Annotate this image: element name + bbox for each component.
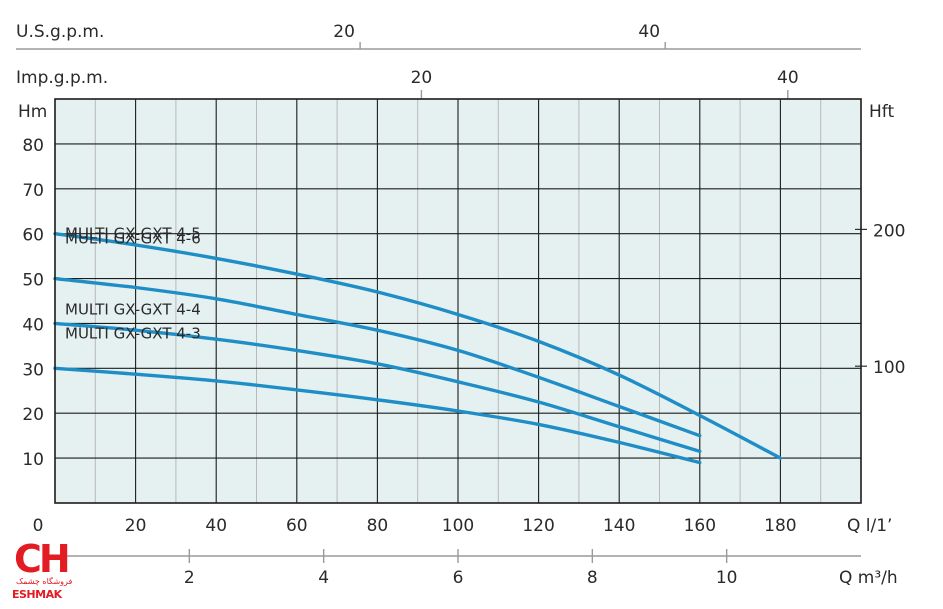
left-y-ticks: 10 20 30 40 50 60 70 80 <box>22 136 44 470</box>
x-tick-label: 60 <box>286 516 308 536</box>
y-tick-label: 60 <box>22 226 44 246</box>
y-axis-label-right: Hft <box>869 102 894 122</box>
impgpm-axis-label: Imp.g.p.m. <box>16 68 108 88</box>
series-label-3: MULTI GX-GXT 4-4 <box>65 300 201 318</box>
series-label-1: MULTI GX-GXT 4-6 <box>65 230 201 248</box>
x-tick-label: 40 <box>205 516 227 536</box>
plot-frame <box>54 98 862 504</box>
y-tick-label: 50 <box>22 271 44 291</box>
hft-tick-label: 200 <box>873 221 905 241</box>
brand-logo: CH فروشگاه چشمک ESHMAK <box>12 540 72 604</box>
logo-persian-text: فروشگاه چشمک <box>16 577 73 586</box>
series-label-2: MULTI GX-GXT 4-5 <box>65 225 201 243</box>
y-axis-label-left: Hm <box>18 102 47 122</box>
x-tick-label: 180 <box>764 516 796 536</box>
series-line-4 <box>53 366 702 465</box>
m3h-tick-label: 8 <box>587 568 598 588</box>
x-tick-label: 0 <box>33 516 44 536</box>
y-tick-label: 80 <box>22 136 44 156</box>
m3h-tick-label: 6 <box>453 568 464 588</box>
curves <box>53 232 783 465</box>
usgpm-tick-label: 40 <box>638 22 660 42</box>
logo-mark: CH <box>14 537 71 581</box>
x-axis-label-lmin: Q l/1’ <box>847 516 892 536</box>
usgpm-axis-label: U.S.g.p.m. <box>16 22 104 42</box>
x-axis-label-m3h: Q m³/h <box>839 568 898 588</box>
x-tick-label: 100 <box>442 516 474 536</box>
right-y-ticks: 100 200 <box>855 221 905 378</box>
bottom-axes: 0 20 40 60 80 100 120 140 160 180 Q l/1’ 2 4 6 8 10 Q m³… <box>33 516 898 588</box>
series-line-2 <box>53 276 702 438</box>
y-tick-label: 70 <box>22 181 44 201</box>
m3h-tick-label: 2 <box>184 568 195 588</box>
x-tick-label: 80 <box>367 516 389 536</box>
m3h-tick-label: 10 <box>716 568 738 588</box>
series-line-3 <box>53 321 702 454</box>
usgpm-tick-label: 20 <box>333 22 355 42</box>
y-tick-label: 10 <box>22 450 44 470</box>
y-tick-label: 20 <box>22 405 44 425</box>
x-tick-label: 120 <box>522 516 554 536</box>
series-line-1 <box>53 232 783 460</box>
grid <box>55 99 861 503</box>
logo-latin-text: ESHMAK <box>12 588 62 601</box>
top-axes: U.S.g.p.m. 20 40 Imp.g.p.m. 20 40 <box>16 22 861 99</box>
m3h-tick-label: 4 <box>318 568 329 588</box>
y-tick-label: 40 <box>22 315 44 335</box>
x-tick-label: 140 <box>603 516 635 536</box>
series-label-4: MULTI GX-GXT 4-3 <box>65 324 201 342</box>
impgpm-tick-label: 40 <box>777 68 799 88</box>
y-tick-label: 30 <box>22 360 44 380</box>
x-tick-label: 20 <box>125 516 147 536</box>
hft-tick-label: 100 <box>873 358 905 378</box>
impgpm-tick-label: 20 <box>411 68 433 88</box>
x-tick-label: 160 <box>684 516 716 536</box>
